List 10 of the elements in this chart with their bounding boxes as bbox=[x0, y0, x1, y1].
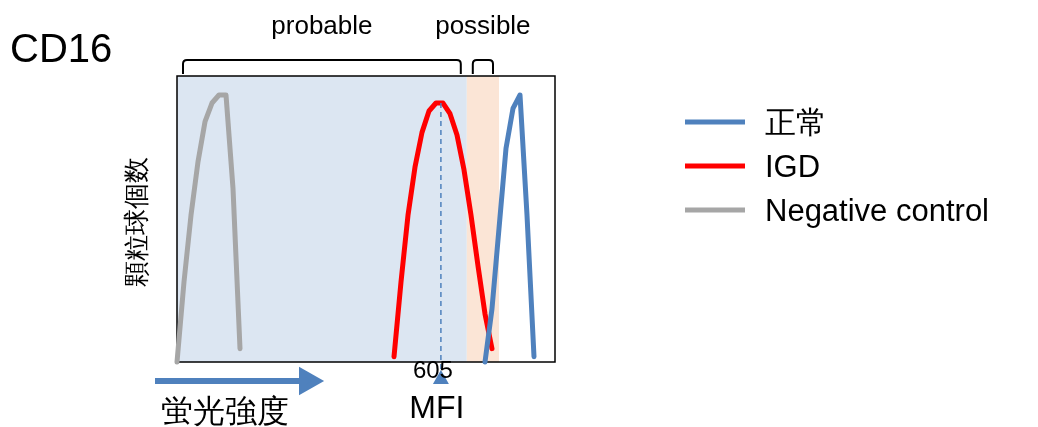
text: probable bbox=[271, 10, 373, 40]
x-axis-title: 蛍光強度 bbox=[161, 393, 289, 427]
chart-title: CD16 bbox=[10, 26, 113, 70]
text: possible bbox=[435, 10, 531, 40]
legend-label: 正常 bbox=[765, 105, 827, 140]
text: MFI bbox=[409, 389, 465, 425]
y-axis-title: 顆粒球個数 bbox=[121, 157, 151, 287]
legend-label: IGD bbox=[765, 149, 821, 184]
legend-label: Negative control bbox=[765, 193, 990, 228]
annotation: 605 bbox=[412, 356, 453, 383]
